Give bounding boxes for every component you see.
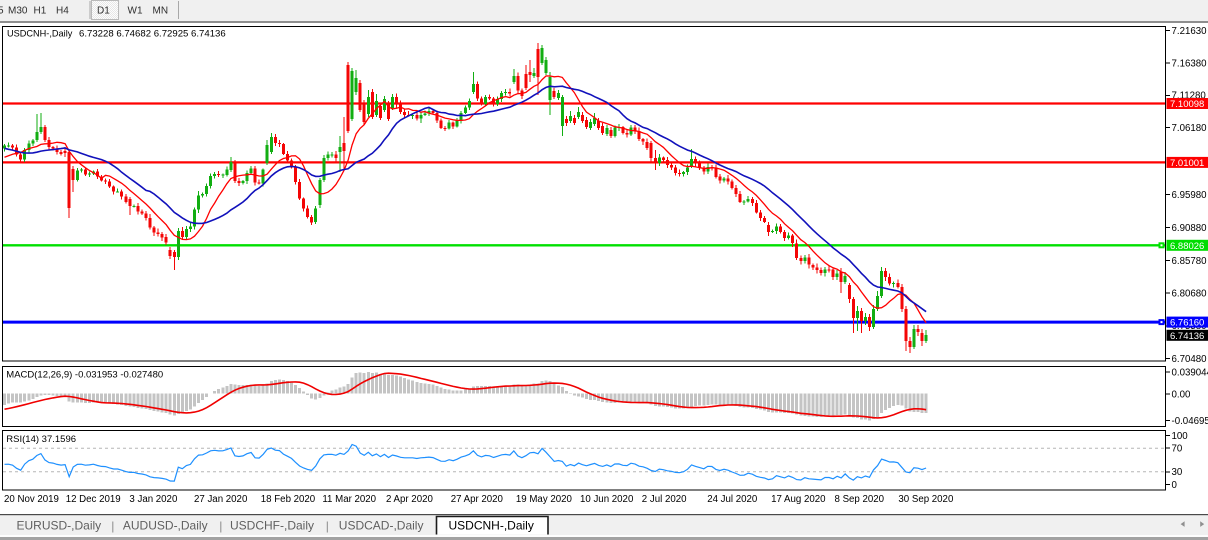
svg-text:EURUSD-,Daily: EURUSD-,Daily <box>17 519 102 533</box>
svg-text:H4: H4 <box>56 6 69 17</box>
svg-text:0.039044: 0.039044 <box>1172 368 1208 379</box>
svg-text:0: 0 <box>1172 480 1178 491</box>
svg-text:12 Dec 2019: 12 Dec 2019 <box>66 494 121 505</box>
svg-text:5: 5 <box>0 6 4 17</box>
svg-text:17 Aug 2020: 17 Aug 2020 <box>771 494 826 505</box>
svg-text:3 Jan 2020: 3 Jan 2020 <box>129 494 178 505</box>
svg-text:MACD(12,26,9) -0.031953 -0.027: MACD(12,26,9) -0.031953 -0.027480 <box>6 370 163 381</box>
svg-text:27 Apr 2020: 27 Apr 2020 <box>451 494 504 505</box>
svg-text:20 Nov 2019: 20 Nov 2019 <box>4 494 59 505</box>
svg-text:19 May 2020: 19 May 2020 <box>516 494 573 505</box>
svg-text:6.88026: 6.88026 <box>1170 241 1204 252</box>
svg-text:|: | <box>219 519 222 533</box>
svg-text:USDCAD-,Daily: USDCAD-,Daily <box>339 519 424 533</box>
svg-text:100: 100 <box>1172 431 1189 442</box>
svg-text:24 Jul 2020: 24 Jul 2020 <box>707 494 758 505</box>
svg-text:6.76160: 6.76160 <box>1170 318 1204 329</box>
svg-text:2 Apr 2020: 2 Apr 2020 <box>386 494 433 505</box>
svg-text:D1: D1 <box>97 6 110 17</box>
svg-text:USDCNH-,Daily: USDCNH-,Daily <box>7 29 73 39</box>
svg-text:70: 70 <box>1172 444 1183 455</box>
svg-text:-0.046955: -0.046955 <box>1172 416 1208 427</box>
svg-text:11 Mar 2020: 11 Mar 2020 <box>322 494 376 505</box>
svg-text:M30: M30 <box>8 6 28 17</box>
svg-text:7.10098: 7.10098 <box>1170 99 1204 110</box>
svg-text:AUDUSD-,Daily: AUDUSD-,Daily <box>123 519 208 533</box>
svg-text:0.00: 0.00 <box>1172 389 1191 400</box>
svg-text:|: | <box>326 519 329 533</box>
svg-text:6.74136: 6.74136 <box>1170 331 1204 342</box>
svg-text:6.73228 6.74682 6.72925 6.7413: 6.73228 6.74682 6.72925 6.74136 <box>79 29 226 40</box>
svg-text:MN: MN <box>153 6 169 17</box>
svg-text:30 Sep 2020: 30 Sep 2020 <box>898 494 954 505</box>
svg-text:USDCHF-,Daily: USDCHF-,Daily <box>230 519 314 533</box>
svg-text:W1: W1 <box>128 6 143 17</box>
svg-text:10 Jun 2020: 10 Jun 2020 <box>580 494 634 505</box>
svg-text:18 Feb 2020: 18 Feb 2020 <box>261 494 316 505</box>
svg-text:8 Sep 2020: 8 Sep 2020 <box>835 494 885 505</box>
svg-text:6.95980: 6.95980 <box>1172 190 1208 201</box>
svg-text:6.80680: 6.80680 <box>1172 289 1208 300</box>
svg-text:7.01001: 7.01001 <box>1170 158 1204 169</box>
svg-text:2 Jul 2020: 2 Jul 2020 <box>642 494 687 505</box>
svg-text:7.06180: 7.06180 <box>1172 123 1208 134</box>
svg-text:|: | <box>111 519 114 533</box>
svg-text:7.11280: 7.11280 <box>1172 91 1207 102</box>
svg-text:7.16380: 7.16380 <box>1172 58 1208 69</box>
svg-text:H1: H1 <box>34 6 47 17</box>
svg-text:USDCNH-,Daily: USDCNH-,Daily <box>449 519 534 533</box>
svg-text:6.90880: 6.90880 <box>1172 223 1208 234</box>
svg-text:7.21630: 7.21630 <box>1172 26 1208 37</box>
svg-text:6.85780: 6.85780 <box>1172 256 1208 267</box>
svg-text:27 Jan 2020: 27 Jan 2020 <box>194 494 248 505</box>
svg-text:RSI(14) 37.1596: RSI(14) 37.1596 <box>6 434 76 445</box>
svg-text:30: 30 <box>1172 467 1183 478</box>
svg-text:6.70480: 6.70480 <box>1172 354 1208 365</box>
